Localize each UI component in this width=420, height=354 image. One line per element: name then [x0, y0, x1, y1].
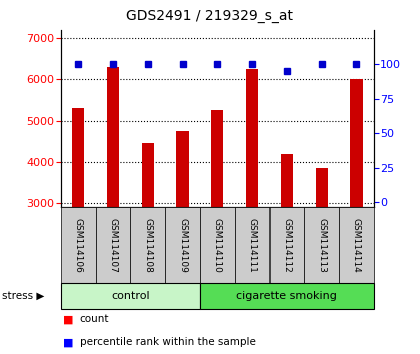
Bar [107, 67, 119, 326]
Text: cigarette smoking: cigarette smoking [236, 291, 337, 301]
Text: GSM114114: GSM114114 [352, 218, 361, 273]
Text: GSM114109: GSM114109 [178, 218, 187, 273]
Bar [315, 168, 328, 326]
Bar [211, 110, 223, 326]
Text: ■: ■ [63, 337, 74, 347]
Text: GSM114113: GSM114113 [317, 218, 326, 273]
Bar [142, 143, 154, 326]
Text: stress ▶: stress ▶ [2, 291, 45, 301]
Text: count: count [80, 314, 109, 324]
Text: GSM114110: GSM114110 [213, 218, 222, 273]
Bar [176, 131, 189, 326]
Text: GDS2491 / 219329_s_at: GDS2491 / 219329_s_at [126, 9, 294, 23]
Text: GSM114112: GSM114112 [282, 218, 291, 273]
Bar [72, 108, 84, 326]
Bar [246, 69, 258, 326]
Text: GSM114111: GSM114111 [248, 218, 257, 273]
Text: ■: ■ [63, 314, 74, 324]
Text: GSM114108: GSM114108 [143, 218, 152, 273]
Text: percentile rank within the sample: percentile rank within the sample [80, 337, 256, 347]
Text: GSM114106: GSM114106 [74, 218, 83, 273]
Text: GSM114107: GSM114107 [108, 218, 118, 273]
Bar [350, 80, 362, 326]
Text: control: control [111, 291, 150, 301]
Bar [281, 154, 293, 326]
